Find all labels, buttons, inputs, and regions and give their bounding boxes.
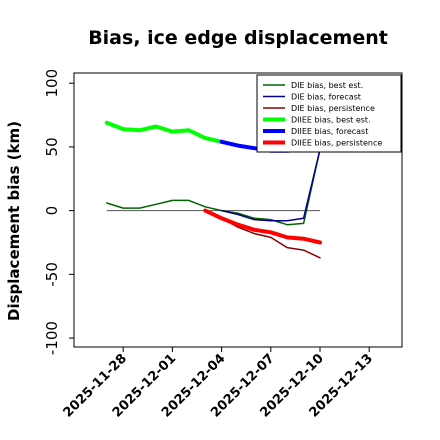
legend-label: DIIEE bias, best est. (291, 116, 371, 125)
y-tick-label: 50 (43, 137, 61, 156)
chart-title: Bias, ice edge displacement (88, 27, 388, 49)
y-tick-label: 100 (43, 69, 61, 98)
legend-label: DIE bias, persistence (291, 104, 375, 113)
series-line-1 (106, 148, 321, 226)
series-line-6 (203, 208, 322, 245)
series-line-2 (220, 148, 321, 222)
legend-label: DIIEE bias, persistence (291, 139, 382, 148)
y-axis-label: Displacement bias (km) (5, 121, 23, 321)
series-line-4 (104, 120, 224, 144)
y-tick-label: 0 (43, 206, 61, 216)
plot-frame (73, 72, 403, 348)
y-tick-label: -100 (43, 321, 61, 355)
legend-label: DIIEE bias, forecast (291, 127, 368, 136)
legend-box (256, 74, 402, 153)
y-tick-label: -50 (43, 262, 61, 287)
legend-label: DIE bias, forecast (291, 93, 361, 102)
legend-label: DIE bias, best est. (291, 81, 363, 90)
